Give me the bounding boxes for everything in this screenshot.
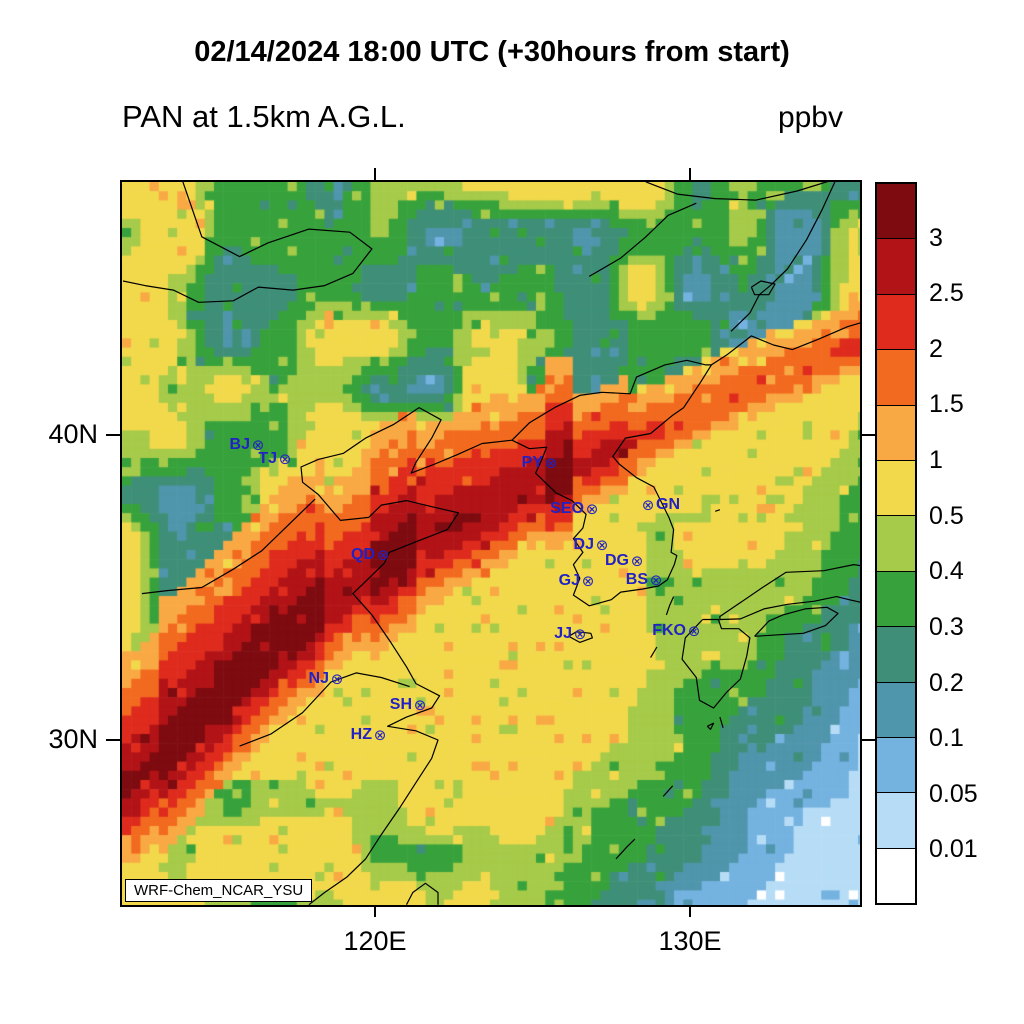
colorbar-level-label: 0.3: [929, 612, 964, 641]
station-marker-icon: ⊗: [376, 546, 390, 564]
station-label: QD: [351, 546, 375, 563]
station-marker-icon: ⊗: [630, 552, 644, 570]
colorbar-band: [877, 404, 915, 460]
station-marker-icon: ⊗: [330, 670, 344, 688]
x-axis-tick-top: [374, 168, 376, 180]
station-marker-icon: ⊗: [413, 696, 427, 714]
station-marker-icon: ⊗: [581, 572, 595, 590]
station-label: BJ: [229, 436, 250, 453]
station-marker-icon: ⊗: [573, 625, 587, 643]
colorbar-level-label: 0.05: [929, 779, 978, 808]
x-axis-tick: [689, 905, 691, 917]
station-marker-icon: ⊗: [544, 454, 558, 472]
y-axis-label: 30N: [48, 724, 98, 754]
time-title: 02/14/2024 18:00 UTC (+30hours from star…: [194, 36, 790, 68]
colorbar-band: [877, 238, 915, 294]
station-marker-icon: ⊗: [251, 436, 265, 454]
station-label: JJ: [554, 625, 572, 642]
colorbar-band: [877, 570, 915, 627]
station-label: SH: [389, 696, 412, 713]
model-label: WRF-Chem_NCAR_YSU: [125, 879, 313, 902]
colorbar-level-label: 1.5: [929, 390, 964, 419]
colorbar-level-label: 0.2: [929, 668, 964, 697]
station-marker-icon: ⊗: [595, 536, 609, 554]
field-title: PAN at 1.5km A.G.L.: [122, 99, 406, 134]
station-label: DJ: [573, 536, 594, 553]
colorbar-band: [877, 515, 915, 571]
map-panel: ⊗ BJ ⊗ TJ ⊗ PY ⊗ SEO ⊗ GN ⊗ QD ⊗ DJ ⊗ DG ⊗ GJ ⊗ BS ⊗ JJ ⊗ FKO ⊗ N…: [120, 180, 862, 907]
colorbar-band: [877, 293, 915, 350]
y-axis-tick: [106, 739, 120, 741]
station-marker-icon: ⊗: [373, 726, 387, 744]
station-marker-icon: ⊗: [278, 450, 292, 468]
colorbar-level-label: 0.1: [929, 724, 964, 753]
station-label: DG: [605, 552, 629, 569]
y-axis-tick-right: [862, 739, 876, 741]
station-label: GJ: [558, 572, 580, 589]
y-axis-tick: [106, 434, 120, 436]
station-label: GN: [656, 496, 680, 513]
colorbar-level-label: 1: [929, 446, 943, 475]
colorbar-band: [877, 847, 915, 904]
colorbar-band: [877, 681, 915, 737]
x-axis-label: 120E: [343, 926, 407, 956]
station-marker-icon: ⊗: [649, 571, 663, 589]
station-label: PY: [521, 454, 543, 471]
station-label: HZ: [350, 726, 372, 743]
colorbar-level-label: 2: [929, 334, 943, 363]
y-axis-tick-right: [862, 434, 876, 436]
y-axis-label: 40N: [48, 419, 98, 449]
station-label: SEO: [550, 500, 584, 517]
station-marker-icon: ⊗: [641, 496, 655, 514]
colorbar-level-label: 3: [929, 223, 943, 252]
colorbar: [875, 182, 917, 905]
station-label: TJ: [258, 450, 277, 467]
colorbar-band: [877, 792, 915, 848]
station-label: BS: [625, 571, 648, 588]
station-marker-icon: ⊗: [585, 500, 599, 518]
colorbar-band: [877, 184, 915, 239]
station-label: NJ: [308, 670, 329, 687]
colorbar-band: [877, 736, 915, 793]
colorbar-level-label: 0.5: [929, 501, 964, 530]
stations-layer: ⊗ BJ ⊗ TJ ⊗ PY ⊗ SEO ⊗ GN ⊗ QD ⊗ DJ ⊗ DG ⊗ GJ ⊗ BS ⊗ JJ ⊗ FKO ⊗ N…: [122, 182, 860, 905]
colorbar-level-label: 0.4: [929, 557, 964, 586]
x-axis-tick-top: [689, 168, 691, 180]
colorbar-level-label: 2.5: [929, 279, 964, 308]
x-axis-label: 130E: [658, 926, 722, 956]
x-axis-tick: [374, 905, 376, 917]
units-label: ppbv: [777, 101, 843, 134]
station-label: FKO: [652, 622, 686, 639]
colorbar-band: [877, 459, 915, 516]
station-marker-icon: ⊗: [687, 622, 701, 640]
colorbar-band: [877, 626, 915, 682]
colorbar-level-label: 0.01: [929, 835, 978, 864]
colorbar-band: [877, 349, 915, 405]
